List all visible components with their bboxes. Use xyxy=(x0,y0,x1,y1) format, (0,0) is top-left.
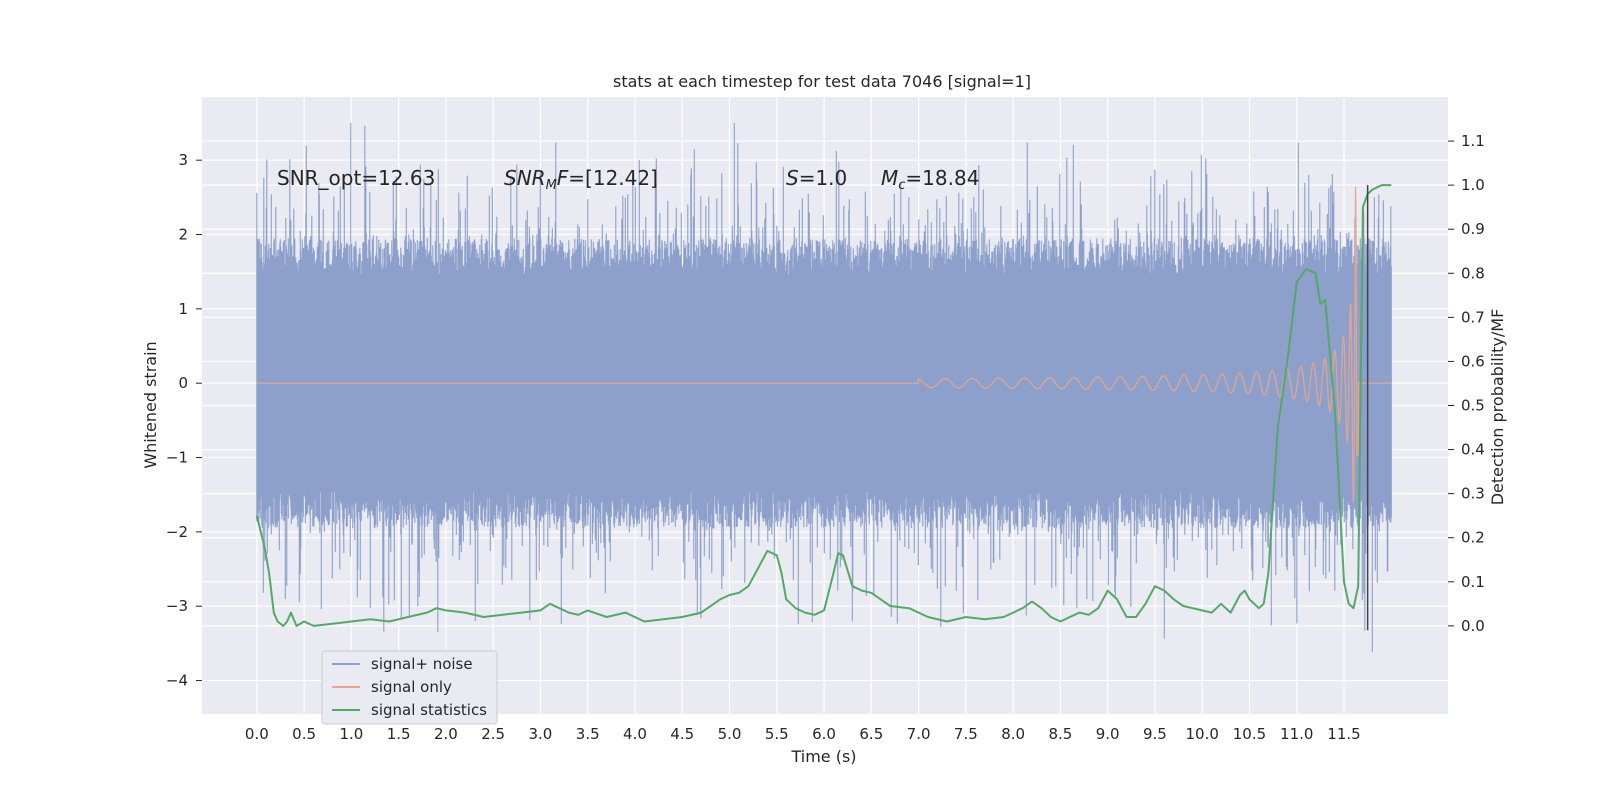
x-tick-label: 10.5 xyxy=(1233,725,1266,743)
x-tick-label: 7.0 xyxy=(907,725,931,743)
y-right-tick-label: 0.1 xyxy=(1461,573,1485,591)
x-tick-label: 4.5 xyxy=(670,725,694,743)
signal-statistics-series xyxy=(255,184,1392,627)
x-tick-label: 3.5 xyxy=(576,725,600,743)
x-tick-label: 6.0 xyxy=(812,725,836,743)
x-tick-label: 0.0 xyxy=(245,725,269,743)
y-tick-label: −2 xyxy=(166,523,188,541)
mc-label: M xyxy=(881,166,898,190)
x-tick-label: 8.0 xyxy=(1001,725,1025,743)
s-value: =1.0 xyxy=(799,166,848,190)
x-tick-label: 6.5 xyxy=(859,725,883,743)
signal-only-series xyxy=(256,186,1392,503)
snr-mf-subscript: M xyxy=(546,178,557,193)
x-tick-label: 10.0 xyxy=(1186,725,1219,743)
x-tick-label: 7.5 xyxy=(954,725,978,743)
snr-mf-value: =[12.42] xyxy=(568,166,658,190)
x-tick-label: 8.5 xyxy=(1048,725,1072,743)
y-tick-label: −4 xyxy=(166,672,188,690)
x-axis-label: Time (s) xyxy=(790,747,856,766)
legend-label-signal-statistics: signal statistics xyxy=(371,701,487,719)
y-right-tick-label: 0.4 xyxy=(1461,441,1485,459)
x-tick-label: 2.5 xyxy=(481,725,505,743)
y-axis-ticks: 3 2 1 0 −1 −2 −3 −4 xyxy=(166,151,202,690)
x-tick-label: 2.0 xyxy=(434,725,458,743)
y-tick-label: 0 xyxy=(178,374,188,392)
y-right-tick-label: 0.8 xyxy=(1461,264,1485,282)
y-right-tick-label: 0.3 xyxy=(1461,485,1485,503)
x-tick-label: 1.5 xyxy=(387,725,411,743)
snr-opt-annotation: SNR_opt=12.63 xyxy=(277,166,435,190)
y-right-tick-label: 0.6 xyxy=(1461,352,1485,370)
x-tick-label: 1.0 xyxy=(339,725,363,743)
mc-subscript: c xyxy=(898,178,905,193)
y-right-tick-label: 0.5 xyxy=(1461,397,1485,415)
y-tick-label: −1 xyxy=(166,449,188,467)
y-axis-label: Whitened strain xyxy=(141,341,160,468)
x-tick-label: 3.0 xyxy=(529,725,553,743)
x-tick-label: 11.0 xyxy=(1280,725,1313,743)
snr-mf-annotation: SNRMF=[12.42] xyxy=(504,166,658,193)
x-tick-label: 11.5 xyxy=(1327,725,1360,743)
signal-noise-trace xyxy=(256,123,1392,653)
y-right-tick-label: 0.2 xyxy=(1461,529,1485,547)
y-right-tick-label: 1.1 xyxy=(1461,132,1485,150)
snr-mf-label: SNR xyxy=(504,166,546,190)
y-right-tick-label: 0.7 xyxy=(1461,308,1485,326)
snr-mf-f: F xyxy=(557,166,569,190)
legend-label-signal-noise: signal+ noise xyxy=(371,655,473,673)
signal-noise-series xyxy=(256,123,1392,653)
mc-value: =18.84 xyxy=(905,166,979,190)
x-tick-label: 9.0 xyxy=(1096,725,1120,743)
legend-label-signal-only: signal only xyxy=(371,678,452,696)
y-tick-label: −3 xyxy=(166,597,188,615)
signal-statistics-line xyxy=(255,184,1392,627)
s-annotation: S=1.0 xyxy=(786,166,847,190)
x-tick-label: 0.5 xyxy=(292,725,316,743)
y-tick-label: 1 xyxy=(178,300,188,318)
x-tick-label: 5.0 xyxy=(718,725,742,743)
chart-title: stats at each timestep for test data 704… xyxy=(613,72,1031,91)
x-axis-ticks: 0.0 0.5 1.0 1.5 2.0 2.5 3.0 3.5 4.0 4.5 5.0 5.5 6.0 6… xyxy=(245,725,1361,743)
x-tick-label: 4.0 xyxy=(623,725,647,743)
legend-box xyxy=(321,650,498,725)
x-tick-label: 5.5 xyxy=(765,725,789,743)
signal-only-trace xyxy=(256,186,1392,503)
x-tick-label: 9.5 xyxy=(1143,725,1167,743)
y-right-tick-label: 0.9 xyxy=(1461,220,1485,238)
y-tick-label: 2 xyxy=(178,226,188,244)
y-right-tick-label: 1.0 xyxy=(1461,176,1485,194)
y-tick-label: 3 xyxy=(178,151,188,169)
mc-annotation: Mc=18.84 xyxy=(881,166,979,193)
legend: signal+ noise signal only signal statist… xyxy=(321,650,498,725)
y-right-axis-label: Detection probability/MF xyxy=(1488,309,1507,506)
y-right-axis-ticks: 1.1 1.0 0.9 0.8 0.7 0.6 0.5 0.4 0.3 0.2 0.1 0.0 xyxy=(1448,132,1485,635)
s-label: S xyxy=(786,166,799,190)
y-right-tick-label: 0.0 xyxy=(1461,617,1485,635)
